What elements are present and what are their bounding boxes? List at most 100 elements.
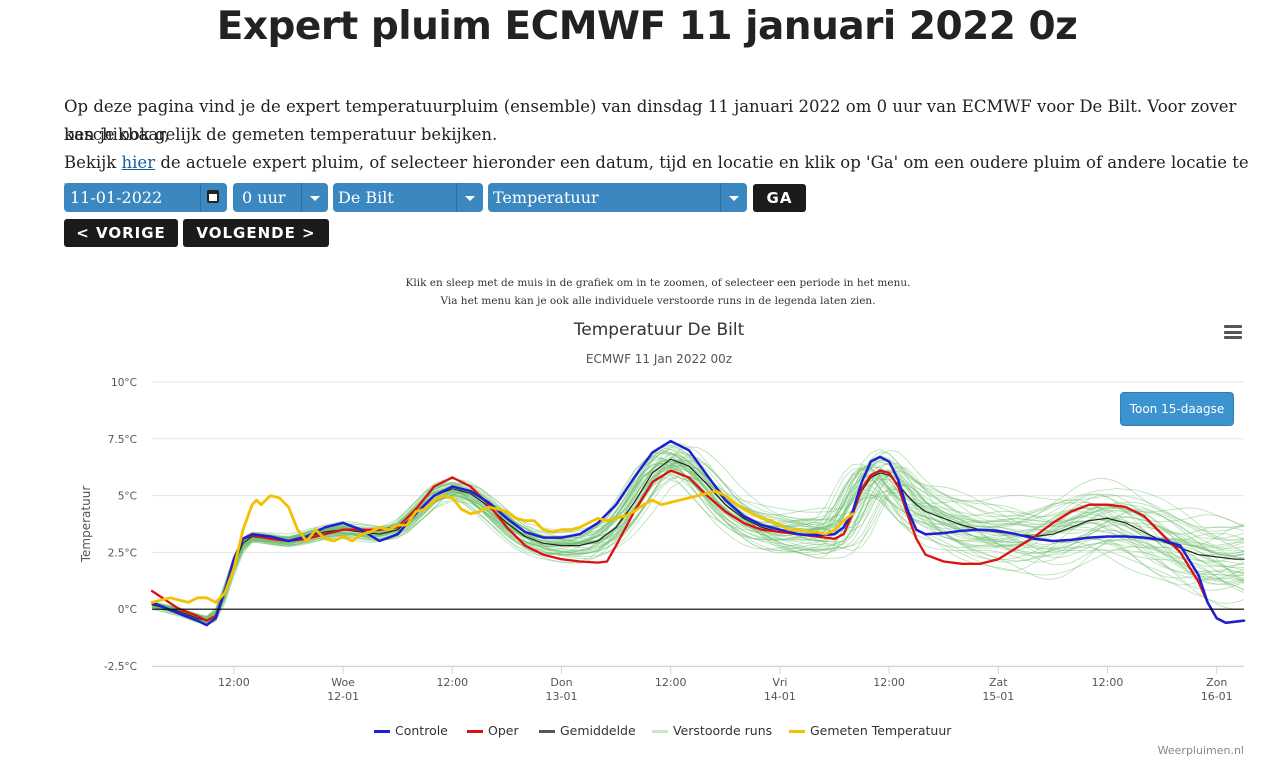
x-tick-label: Don bbox=[550, 676, 572, 689]
perturbed-runs bbox=[151, 442, 1245, 625]
location-value: De Bilt bbox=[338, 188, 394, 207]
perturbed-run-line bbox=[151, 448, 1245, 620]
perturbed-run-line bbox=[151, 449, 1245, 620]
perturbed-run-line bbox=[151, 451, 1245, 620]
perturbed-run-line bbox=[151, 464, 1245, 622]
chevron-down-icon bbox=[729, 196, 739, 201]
intro-line-1: Op deze pagina vind je de expert tempera… bbox=[64, 97, 1237, 144]
legend-label: Controle bbox=[395, 723, 448, 738]
hier-link[interactable]: hier bbox=[121, 153, 156, 172]
page-title: Expert pluim ECMWF 11 januari 2022 0z bbox=[216, 4, 1078, 49]
perturbed-run-line bbox=[151, 468, 1245, 623]
chart-menu-icon[interactable] bbox=[1224, 325, 1242, 340]
next-button[interactable]: VOLGENDE > bbox=[183, 219, 329, 247]
variable-value: Temperatuur bbox=[493, 188, 599, 207]
perturbed-run-line bbox=[151, 446, 1245, 617]
x-tick-sublabel: 16-01 bbox=[1201, 690, 1233, 703]
perturbed-run-line bbox=[151, 452, 1245, 620]
y-tick-label: 0°C bbox=[118, 604, 137, 616]
series-lines bbox=[150, 439, 1246, 627]
perturbed-run-line bbox=[151, 477, 1245, 625]
hour-value: 0 uur bbox=[242, 188, 286, 207]
legend-swatch bbox=[652, 730, 668, 733]
y-axis-title: Temperatuur bbox=[79, 486, 93, 564]
legend-label: Oper bbox=[488, 723, 519, 738]
perturbed-run-line bbox=[151, 446, 1245, 618]
intro-line-3-pre: Bekijk bbox=[64, 153, 122, 172]
date-input[interactable]: 11-01-2022 bbox=[64, 183, 227, 212]
intro-text: Op deze pagina vind je de expert tempera… bbox=[64, 93, 1264, 149]
credit-text: Weerpluimen.nl bbox=[1157, 744, 1244, 757]
toon-15-daagse-button[interactable]: Toon 15-daagse bbox=[1120, 392, 1234, 426]
chart-subtitle: ECMWF 11 Jan 2022 00z bbox=[586, 352, 732, 366]
perturbed-run-line bbox=[151, 462, 1245, 623]
chart-hint-1: Klik en sleep met de muis in de grafiek … bbox=[405, 277, 911, 289]
intro-text-2: kan je ook gelijk de gemeten temperatuur… bbox=[64, 121, 1264, 149]
perturbed-run-line bbox=[151, 467, 1245, 623]
location-select[interactable]: De Bilt bbox=[333, 183, 483, 212]
perturbed-run-line bbox=[151, 460, 1245, 620]
calendar-icon bbox=[207, 190, 219, 203]
x-tick-sublabel: 15-01 bbox=[982, 690, 1014, 703]
perturbed-run-line bbox=[151, 461, 1245, 621]
y-tick-label: 7.5°C bbox=[108, 434, 137, 446]
perturbed-run-line bbox=[151, 465, 1245, 624]
legend-swatch bbox=[789, 730, 805, 733]
legend-label: Gemiddelde bbox=[560, 723, 636, 738]
perturbed-run-line bbox=[151, 453, 1245, 620]
location-dropdown-arrow[interactable] bbox=[456, 183, 483, 212]
perturbed-run-line bbox=[151, 476, 1245, 625]
calendar-button[interactable] bbox=[200, 183, 227, 212]
chart-title: Temperatuur De Bilt bbox=[573, 320, 745, 340]
chevron-down-icon bbox=[465, 196, 475, 201]
perturbed-run-line bbox=[151, 459, 1245, 621]
chevron-down-icon bbox=[310, 196, 320, 201]
x-tick-sublabel: 13-01 bbox=[546, 690, 578, 703]
perturbed-run-line bbox=[151, 444, 1245, 617]
legend-label: Verstoorde runs bbox=[673, 723, 773, 738]
perturbed-run-line bbox=[151, 474, 1245, 625]
series-line-gemeten-temperatuur bbox=[150, 489, 855, 604]
x-tick-label: Zat bbox=[989, 676, 1008, 689]
perturbed-run-line bbox=[151, 452, 1245, 619]
perturbed-run-line bbox=[151, 450, 1245, 618]
variable-select[interactable]: Temperatuur bbox=[488, 183, 747, 212]
legend-swatch bbox=[374, 730, 390, 733]
variable-dropdown-arrow[interactable] bbox=[720, 183, 747, 212]
y-tick-label: -2.5°C bbox=[104, 661, 137, 673]
legend-swatch bbox=[467, 730, 483, 733]
legend-label: Gemeten Temperatuur bbox=[810, 723, 952, 738]
x-tick-label: Woe bbox=[331, 676, 355, 689]
go-button[interactable]: GA bbox=[753, 184, 806, 212]
chart-hint-2: Via het menu kan je ook alle individuele… bbox=[440, 295, 876, 307]
x-tick-label: Vri bbox=[772, 676, 787, 689]
prev-button[interactable]: < VORIGE bbox=[64, 219, 178, 247]
x-tick-label: 12:00 bbox=[655, 676, 687, 689]
y-tick-label: 5°C bbox=[118, 491, 137, 503]
x-tick-label: 12:00 bbox=[436, 676, 468, 689]
y-tick-label: 2.5°C bbox=[108, 547, 137, 559]
x-tick-label: Zon bbox=[1206, 676, 1227, 689]
perturbed-run-line bbox=[151, 446, 1245, 617]
hour-select[interactable]: 0 uur bbox=[233, 183, 328, 212]
perturbed-run-line bbox=[151, 473, 1245, 625]
intro-line-2: kan je ook gelijk de gemeten temperatuur… bbox=[64, 125, 498, 144]
x-tick-sublabel: 12-01 bbox=[327, 690, 359, 703]
legend-swatch bbox=[539, 730, 555, 733]
perturbed-run-line bbox=[151, 460, 1245, 621]
series-line-controle bbox=[150, 439, 1246, 627]
perturbed-run-line bbox=[151, 464, 1245, 623]
date-value: 11-01-2022 bbox=[70, 188, 163, 207]
perturbed-run-line bbox=[151, 465, 1245, 623]
x-tick-label: 12:00 bbox=[218, 676, 250, 689]
y-tick-label: 10°C bbox=[111, 377, 137, 389]
perturbed-run-line bbox=[151, 462, 1245, 620]
perturbed-run-line bbox=[151, 442, 1245, 617]
x-tick-sublabel: 14-01 bbox=[764, 690, 796, 703]
perturbed-run-line bbox=[151, 453, 1245, 620]
x-tick-label: 12:00 bbox=[873, 676, 905, 689]
hour-dropdown-arrow[interactable] bbox=[301, 183, 328, 212]
x-tick-label: 12:00 bbox=[1092, 676, 1124, 689]
